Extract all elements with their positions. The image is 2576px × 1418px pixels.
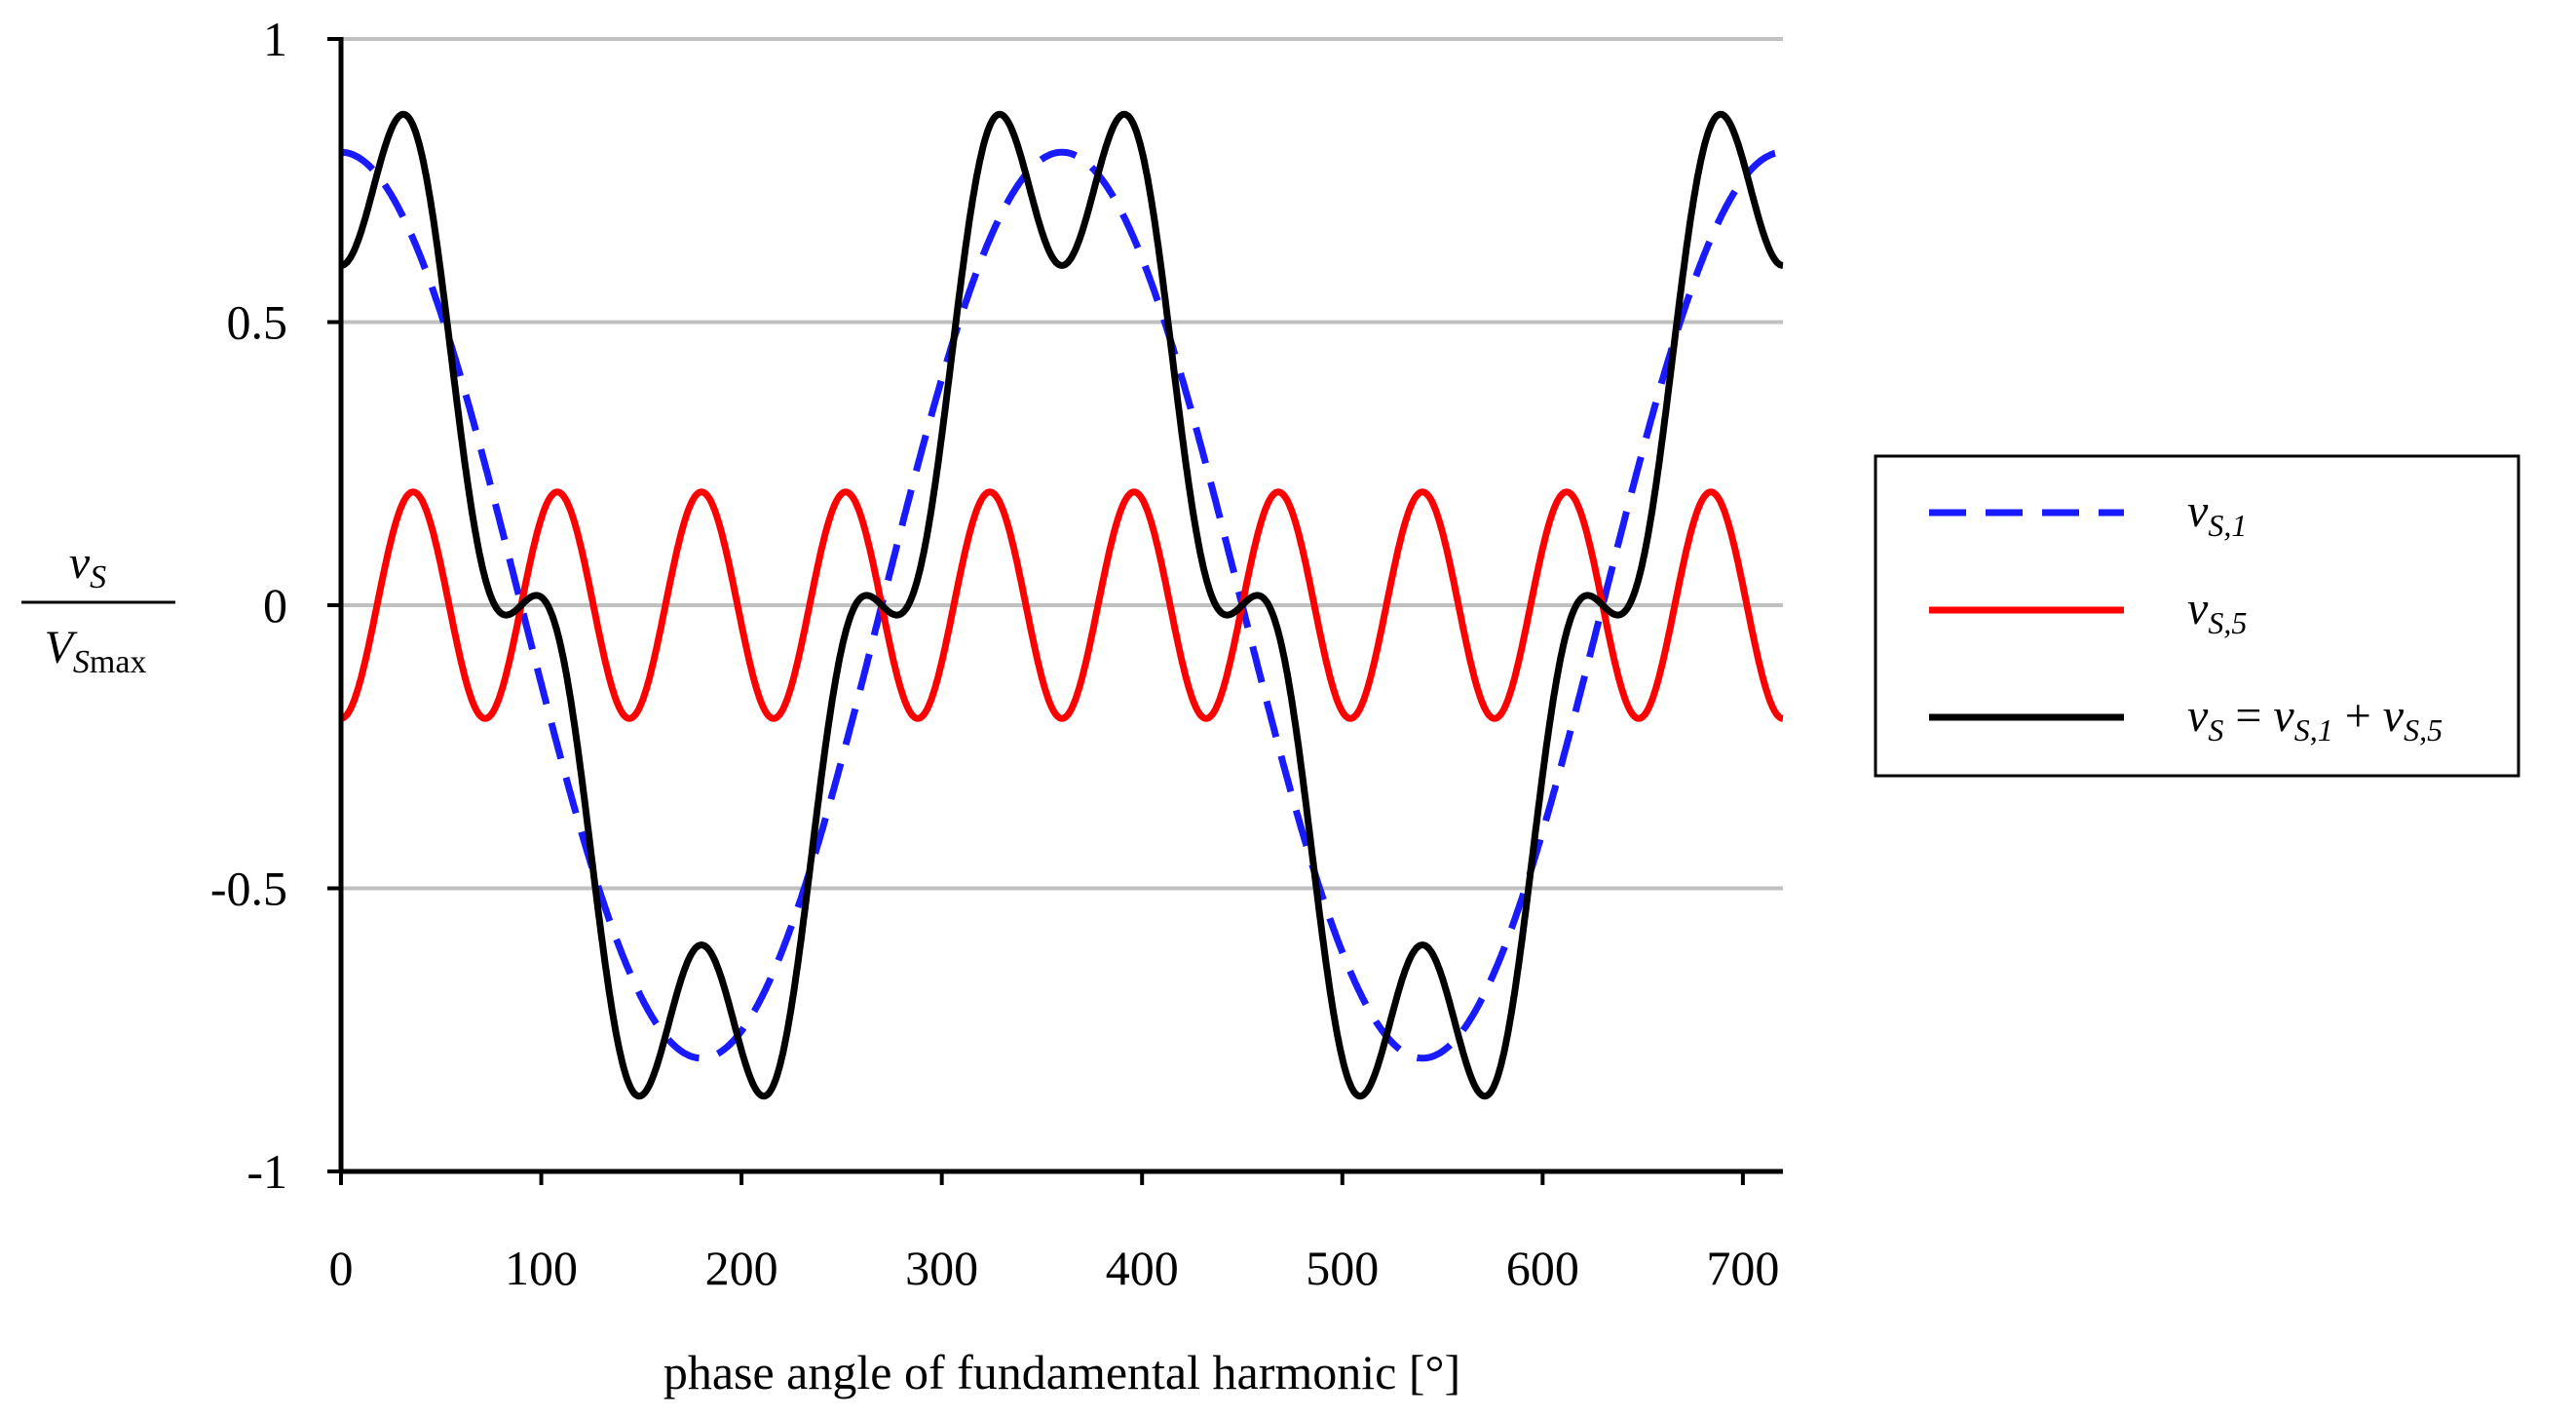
y-title-numerator: v — [69, 537, 91, 589]
series-vs1-line — [338, 148, 1786, 1062]
x-tick-label-6: 600 — [1506, 1241, 1579, 1295]
grid-lines — [341, 37, 1783, 891]
series-layer — [338, 110, 1786, 1100]
x-tick-label-5: 500 — [1306, 1241, 1379, 1295]
y-tick-label-2: 0 — [263, 578, 287, 632]
y-title-denominator-sub: S — [73, 644, 90, 680]
svg-text:vS: vS — [69, 537, 106, 595]
y-tick-label-0: 1 — [263, 12, 287, 66]
legend: vS,1 vS,5 vS = vS,1 + vS,5 — [1874, 454, 2520, 778]
legend-label-vs1: vS,1 — [2187, 485, 2247, 543]
series-vs-line — [338, 110, 1786, 1100]
x-tick-label-7: 700 — [1706, 1241, 1779, 1295]
tick-labels: 1 0.5 0 -0.5 -1 0 100 200 300 400 500 600 700 — [210, 12, 1780, 1295]
legend-box — [1874, 454, 2520, 778]
legend-label-vs: vS = vS,1 + vS,5 — [2187, 690, 2443, 747]
y-title-numerator-sub: S — [90, 559, 106, 595]
svg-text:VSmax: VSmax — [45, 622, 147, 680]
y-tick-label-1: 0.5 — [227, 295, 288, 350]
series-vs5-line — [338, 488, 1786, 722]
axes — [327, 37, 1783, 1185]
y-tick-label-4: -1 — [246, 1144, 287, 1199]
x-tick-label-4: 400 — [1106, 1241, 1179, 1295]
legend-label-vs5: vS,5 — [2187, 583, 2247, 640]
y-axis-title: vS VSmax — [21, 537, 175, 680]
x-axis-title: phase angle of fundamental harmonic [°] — [663, 1345, 1460, 1399]
y-tick-label-3: -0.5 — [210, 862, 287, 916]
y-title-denominator: V — [45, 622, 78, 673]
x-tick-label-2: 200 — [705, 1241, 778, 1295]
y-title-denominator-suffix: max — [90, 644, 147, 680]
x-tick-label-3: 300 — [905, 1241, 978, 1295]
x-tick-label-1: 100 — [505, 1241, 578, 1295]
x-tick-label-0: 0 — [329, 1241, 354, 1295]
